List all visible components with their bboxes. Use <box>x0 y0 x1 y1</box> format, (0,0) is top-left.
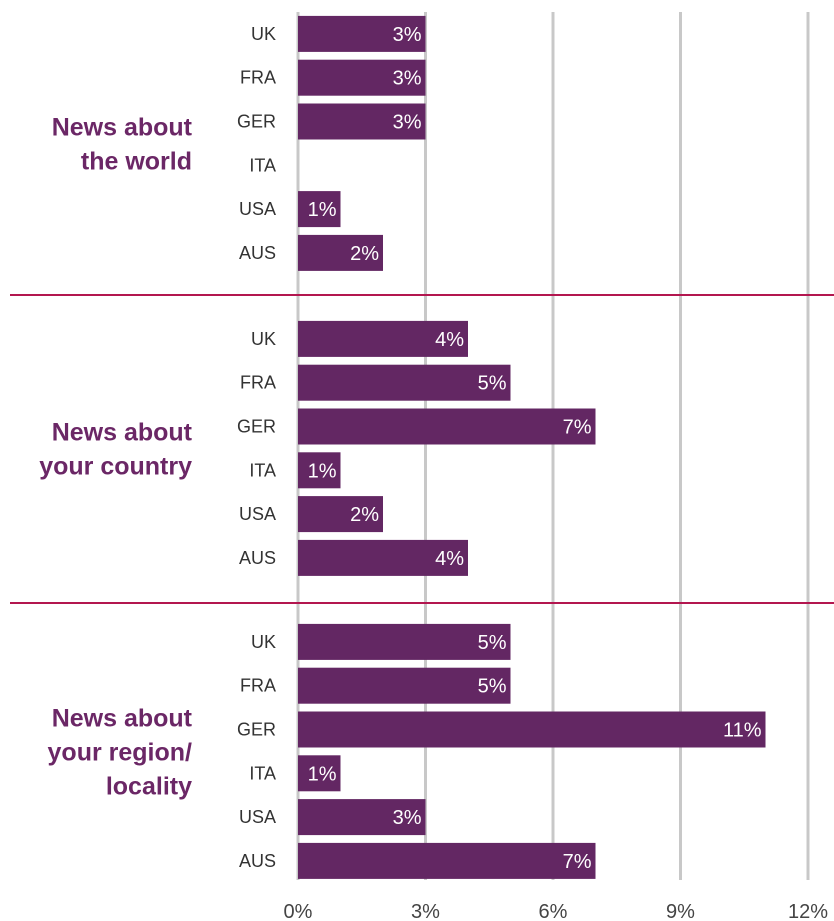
group-title-line: the world <box>81 147 192 175</box>
category-label: FRA <box>240 676 276 696</box>
group-title-line: News about <box>52 418 193 446</box>
bar-ger <box>298 712 766 748</box>
bar-ger <box>298 409 596 445</box>
x-tick-label: 12% <box>788 901 828 921</box>
bar-value-label: 4% <box>435 548 464 570</box>
bar-value-label: 1% <box>308 199 337 221</box>
category-label: USA <box>239 807 276 827</box>
category-label: UK <box>251 24 276 44</box>
bar-value-label: 1% <box>308 460 337 482</box>
bar-value-label: 3% <box>393 807 422 829</box>
category-label: FRA <box>240 373 276 393</box>
x-tick-label: 0% <box>284 901 313 921</box>
bar-value-label: 7% <box>563 417 592 439</box>
group-title-line: News about <box>52 704 193 732</box>
group-title-line: your country <box>39 452 192 480</box>
category-label: ITA <box>249 460 276 480</box>
category-label: UK <box>251 329 276 349</box>
bar-value-label: 3% <box>393 24 422 46</box>
bar-value-label: 5% <box>478 373 507 395</box>
bar-value-label: 4% <box>435 329 464 351</box>
bar-value-label: 5% <box>478 676 507 698</box>
group-title-line: locality <box>106 772 192 800</box>
bar-value-label: 1% <box>308 763 337 785</box>
category-label: AUS <box>239 548 276 568</box>
category-label: GER <box>237 720 276 740</box>
bar-value-label: 3% <box>393 68 422 90</box>
bar-value-label: 2% <box>350 243 379 265</box>
category-label: UK <box>251 632 276 652</box>
x-tick-label: 6% <box>539 901 568 921</box>
bar-value-label: 5% <box>478 632 507 654</box>
category-label: USA <box>239 199 276 219</box>
bar-value-label: 2% <box>350 504 379 526</box>
group-title-line: your region/ <box>48 738 193 766</box>
category-label: GER <box>237 417 276 437</box>
x-tick-label: 3% <box>411 901 440 921</box>
category-label: AUS <box>239 851 276 871</box>
bar-value-label: 11% <box>723 720 762 742</box>
category-label: USA <box>239 504 276 524</box>
bar-value-label: 3% <box>393 112 422 134</box>
category-label: FRA <box>240 68 276 88</box>
category-label: ITA <box>249 155 276 175</box>
category-label: AUS <box>239 243 276 263</box>
category-label: GER <box>237 112 276 132</box>
bar-value-label: 7% <box>563 851 592 873</box>
bar-aus <box>298 843 596 879</box>
group-title-line: News about <box>52 113 193 141</box>
x-tick-label: 9% <box>666 901 695 921</box>
category-label: ITA <box>249 763 276 783</box>
